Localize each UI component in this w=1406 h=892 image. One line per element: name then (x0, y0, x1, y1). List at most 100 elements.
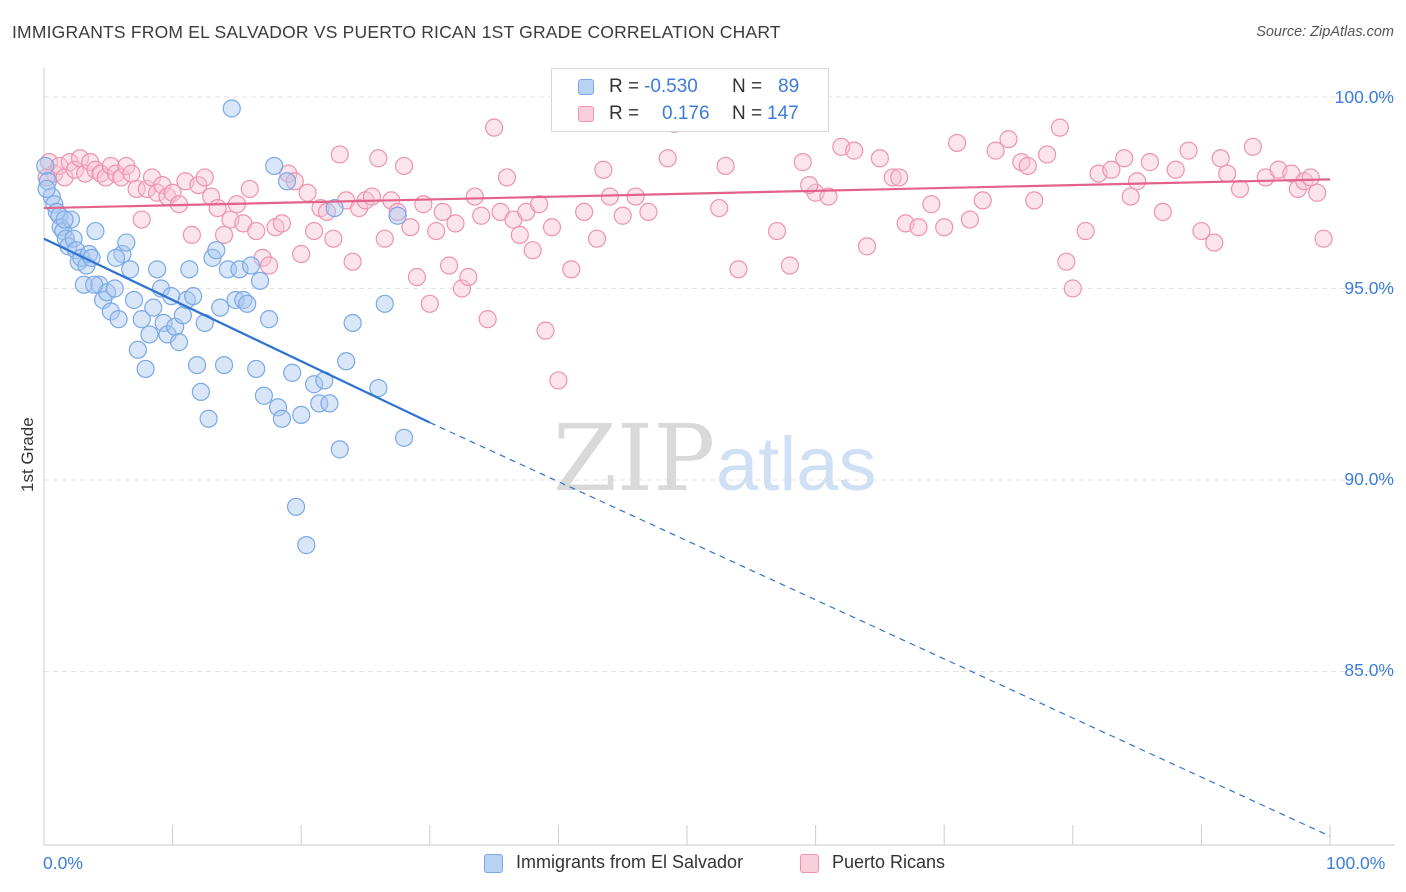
pink-point (112, 168, 131, 187)
chart-title: IMMIGRANTS FROM EL SALVADOR VS PUERTO RI… (12, 22, 781, 42)
pink-point (1140, 153, 1160, 172)
bottom-legend-puerto-ricans[interactable]: Puerto Ricans (800, 852, 970, 876)
legend-swatch-pink (578, 106, 594, 122)
blue-point (169, 333, 189, 352)
legend-n-label: N = (732, 76, 763, 97)
pink-point (153, 175, 172, 195)
pink-point (433, 202, 452, 221)
pink-point (414, 195, 433, 214)
blue-point (136, 359, 155, 379)
trend-lines (43, 178, 1331, 837)
blue-point (144, 298, 163, 317)
pink-point (1192, 221, 1211, 241)
blue-point (211, 298, 230, 317)
pink-point (182, 225, 201, 244)
blue-point (292, 405, 311, 424)
source-label: Source: ZipAtlas.com (1256, 24, 1394, 40)
pink-point (459, 267, 478, 287)
blue-point (230, 260, 249, 279)
pink-point (122, 164, 141, 183)
pink-point (1230, 179, 1250, 199)
blue-point (37, 179, 56, 199)
el-salvador-trend-extension (429, 422, 1331, 837)
pink-point (935, 218, 954, 237)
bottom-legend-el-salvador[interactable]: Immigrants from El Salvador (484, 852, 784, 876)
blue-point (199, 409, 218, 428)
pink-point (163, 183, 182, 202)
blue-point (265, 156, 284, 176)
pink-point (394, 156, 414, 176)
pink-point (1301, 168, 1320, 187)
pink-point (1243, 137, 1262, 156)
legend-n-label: N = (732, 103, 763, 124)
blue-point (325, 198, 344, 218)
pink-point (343, 252, 362, 271)
blue-point (90, 275, 109, 294)
blue-point (109, 310, 128, 329)
blue-point (330, 440, 349, 459)
pink-point (658, 149, 677, 168)
pink-point (439, 256, 459, 275)
legend-swatch-blue (578, 79, 594, 95)
legend-r-label: R = (609, 103, 640, 124)
pink-point (1121, 187, 1140, 206)
pink-point (562, 260, 581, 279)
watermark: ZIP atlas (553, 405, 877, 512)
pink-point (272, 214, 292, 233)
legend-label-el-salvador: Immigrants from El Salvador (516, 852, 744, 872)
x-tick-min: 0.0% (43, 853, 83, 873)
pink-point (369, 149, 388, 168)
pink-point (465, 187, 484, 206)
legend-label-puerto-ricans: Puerto Ricans (832, 852, 946, 872)
pink-point (50, 156, 69, 176)
pink-point (1314, 229, 1333, 248)
blue-point (132, 310, 151, 329)
blue-point (283, 363, 302, 382)
pink-point (292, 244, 311, 264)
blue-point (121, 260, 140, 279)
pink-point (362, 187, 382, 206)
pink-point (845, 141, 864, 160)
axes (43, 825, 1395, 846)
pink-point (1076, 221, 1095, 241)
pink-point (401, 218, 420, 237)
blue-point (106, 248, 126, 267)
blue-point (128, 340, 147, 359)
pink-point (247, 221, 266, 241)
pink-point (1115, 149, 1134, 168)
pink-point (716, 156, 735, 176)
pink-point (420, 294, 439, 313)
blue-point (117, 233, 136, 252)
blue-point (238, 294, 257, 313)
pink-point (1037, 145, 1057, 164)
pink-point (922, 195, 941, 214)
puerto-ricans-points (37, 87, 1333, 390)
blue-point (38, 172, 57, 191)
pink-point (1057, 252, 1076, 271)
blue-point (369, 378, 388, 398)
blue-point (148, 260, 167, 279)
pink-point (324, 229, 343, 248)
blue-point (259, 310, 279, 329)
blue-point (191, 382, 210, 402)
pink-point (214, 225, 234, 244)
pink-point (76, 164, 95, 183)
legend-swatch-pink (800, 854, 819, 873)
legend-n-value: 89 (778, 76, 800, 97)
blue-point (85, 275, 104, 294)
pink-point (973, 191, 992, 210)
pink-point (613, 206, 632, 225)
legend-row-puerto-ricans: R = 0.176 N = 147 (552, 102, 828, 128)
legend-swatch-blue (484, 854, 503, 873)
pink-point (639, 202, 658, 221)
y-tick-85: 85.0% (1344, 660, 1394, 680)
pink-point (780, 256, 799, 275)
pink-point (819, 187, 838, 206)
pink-point (375, 229, 394, 248)
pink-point (388, 202, 407, 221)
correlation-legend: R = -0.530 N = 89 R = 0.176 N = 147 (551, 68, 829, 132)
legend-r-value: 0.176 (662, 103, 710, 124)
y-tick-100: 100.0% (1334, 87, 1394, 107)
pink-point (195, 168, 214, 187)
